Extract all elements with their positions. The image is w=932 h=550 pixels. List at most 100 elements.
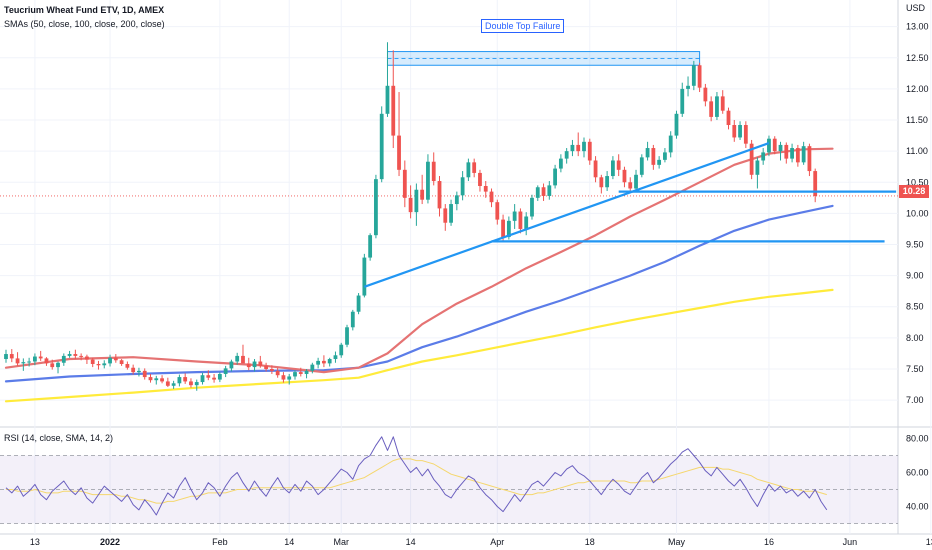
candle	[322, 355, 326, 368]
candle-body	[489, 191, 494, 203]
chart-title: Teucrium Wheat Fund ETV, 1D, AMEX	[4, 5, 165, 15]
candle-body	[558, 158, 563, 169]
double-top-annotation[interactable]: Double Top Failure	[481, 19, 565, 33]
candle-body	[200, 375, 205, 383]
candle-body	[611, 160, 615, 177]
candle	[408, 185, 413, 219]
candle-body	[310, 364, 315, 371]
candle	[431, 152, 436, 186]
candle	[743, 121, 748, 149]
candle	[703, 83, 708, 107]
candle	[327, 357, 332, 367]
candle-body	[402, 169, 407, 198]
candle	[264, 362, 268, 372]
price-tick-label: 11.50	[906, 115, 928, 125]
candle	[530, 194, 534, 220]
candle	[194, 379, 199, 391]
candle	[639, 154, 644, 178]
candle	[61, 353, 66, 366]
candle	[772, 136, 777, 155]
time-tick-label: 13	[926, 537, 932, 547]
candle	[345, 324, 349, 348]
sma-legend[interactable]: SMAs (50, close, 100, close, 200, close)	[4, 19, 165, 29]
candle	[697, 62, 702, 93]
price-tick-label: 8.00	[906, 333, 924, 343]
candle-body	[518, 211, 523, 229]
candle-body	[501, 219, 505, 238]
candle	[177, 374, 182, 387]
candle-body	[379, 113, 384, 180]
resistance-zone	[386, 51, 701, 66]
candle	[189, 378, 193, 388]
candle-body	[703, 87, 708, 102]
candle-body	[102, 363, 107, 366]
candle-body	[212, 377, 216, 380]
time-tick-label: Mar	[333, 537, 349, 547]
candle	[547, 181, 552, 200]
candle	[333, 351, 338, 363]
candle-body	[108, 357, 112, 364]
candle	[478, 169, 482, 192]
candle	[686, 76, 690, 97]
candle	[15, 352, 20, 366]
candle-body	[466, 162, 471, 178]
candle-body	[4, 354, 8, 360]
candle-body	[749, 143, 754, 175]
candle	[50, 359, 55, 370]
candle	[304, 368, 309, 379]
candle	[732, 120, 737, 142]
candle-body	[229, 361, 234, 369]
candle-body	[709, 101, 714, 117]
candle	[148, 373, 153, 383]
candle-body	[298, 372, 303, 374]
candle-body	[414, 189, 419, 213]
candle	[269, 365, 274, 374]
candle-body	[142, 370, 147, 378]
candle	[807, 143, 812, 177]
candle	[611, 156, 615, 180]
candle-body	[171, 383, 176, 386]
candle-body	[9, 354, 14, 359]
price-tick-label: 11.00	[906, 146, 928, 156]
candle-body	[715, 96, 719, 117]
rsi-line	[5, 436, 828, 516]
candle	[275, 367, 280, 378]
candle	[645, 141, 650, 161]
candle-body	[27, 361, 32, 363]
rsi-tick-label: 40.00	[906, 502, 929, 512]
candle-body	[726, 110, 731, 126]
rsi-tick-label: 80.00	[906, 434, 929, 444]
candle-body	[252, 361, 257, 368]
candle-body	[125, 364, 130, 368]
candle-body	[645, 148, 650, 158]
candle-body	[790, 148, 794, 159]
time-tick-label: 13	[30, 537, 40, 547]
price-axis: 7.00 7.50 8.00 8.50 9.00 9.50 10.00 10.50 11.00 1…	[906, 3, 929, 512]
rsi-ma-line	[6, 458, 827, 504]
candle	[293, 370, 297, 380]
candle	[564, 148, 569, 164]
candle-body	[483, 186, 488, 192]
candle-body	[189, 381, 193, 386]
candle	[223, 365, 228, 378]
candle	[512, 204, 517, 229]
candle-body	[506, 220, 511, 238]
candle	[44, 357, 49, 366]
candle-body	[680, 88, 685, 114]
candle	[738, 121, 742, 140]
candle-body	[472, 162, 477, 173]
candle-body	[397, 135, 401, 170]
candle	[252, 359, 257, 372]
candle	[466, 158, 471, 182]
candle	[460, 171, 465, 201]
candle	[287, 373, 292, 385]
candle	[96, 360, 101, 370]
candle-body	[61, 355, 66, 363]
candle	[362, 253, 367, 298]
candle-body	[50, 363, 55, 368]
candle-body	[160, 378, 164, 382]
candle	[56, 361, 60, 374]
candle-body	[217, 373, 222, 380]
rsi-legend[interactable]: RSI (14, close, SMA, 14, 2)	[4, 433, 114, 443]
